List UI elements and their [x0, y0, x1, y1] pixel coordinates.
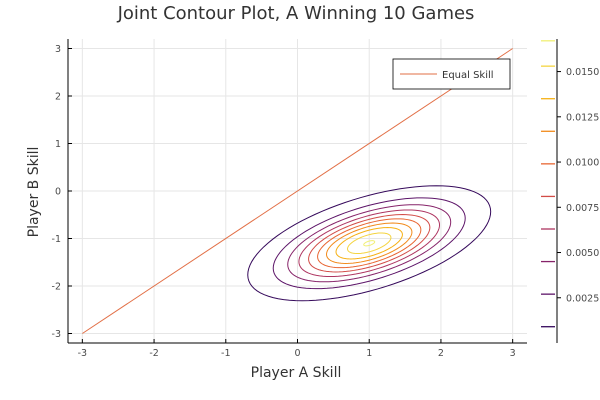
y-tick-label: -2 [52, 282, 61, 293]
x-tick-label: 1 [366, 348, 372, 359]
y-tick-label: 1 [55, 139, 61, 150]
y-tick-label: 0 [55, 187, 61, 198]
x-tick-label: 2 [438, 348, 444, 359]
legend-label-equal-skill: Equal Skill [442, 70, 494, 81]
y-tick-label: -3 [52, 329, 61, 340]
contour-lines [247, 185, 492, 302]
x-tick-label: 0 [294, 348, 300, 359]
y-tick-label: -1 [52, 234, 61, 245]
y-axis-ticks: -3 -2 -1 0 1 2 3 [52, 44, 72, 340]
colorbar: 0.0025 0.0050 0.0075 0.0100 0.0125 0.0150 [541, 39, 599, 343]
colorbar-tick-label: 0.0150 [566, 67, 599, 78]
legend: Equal Skill [392, 58, 511, 90]
contour-level-6 [317, 218, 422, 269]
chart-title: Joint Contour Plot, A Winning 10 Games [117, 3, 475, 24]
colorbar-tick-label: 0.0100 [566, 158, 599, 169]
colorbar-tick-label: 0.0050 [566, 248, 599, 259]
contour-level-3 [287, 204, 452, 283]
x-tick-label: -1 [221, 348, 230, 359]
y-tick-label: 3 [55, 44, 61, 55]
x-tick-label: -3 [78, 348, 87, 359]
contour-level-7 [326, 222, 413, 264]
contour-level-4 [298, 209, 441, 278]
colorbar-tick-label: 0.0125 [566, 112, 599, 123]
y-tick-label: 2 [55, 92, 61, 103]
contour-level-5 [308, 214, 431, 273]
contour-level-8 [335, 227, 403, 260]
grid [68, 39, 527, 343]
equal-skill-line-group [82, 48, 513, 334]
contour-level-1 [247, 185, 492, 302]
legend-box [392, 58, 511, 90]
colorbar-tick-label: 0.0075 [566, 203, 599, 214]
x-axis-label: Player A Skill [251, 365, 342, 381]
x-tick-label: 3 [510, 348, 516, 359]
x-axis-ticks: -3 -2 -1 0 1 2 3 [78, 339, 516, 359]
contour-level-2 [272, 197, 466, 290]
x-tick-label: -2 [149, 348, 158, 359]
contour-level-9 [347, 232, 392, 255]
y-axis-label: Player B Skill [26, 147, 42, 238]
contour-level-10 [363, 240, 376, 247]
colorbar-tick-label: 0.0025 [566, 293, 599, 304]
equal-skill-line [82, 48, 513, 334]
